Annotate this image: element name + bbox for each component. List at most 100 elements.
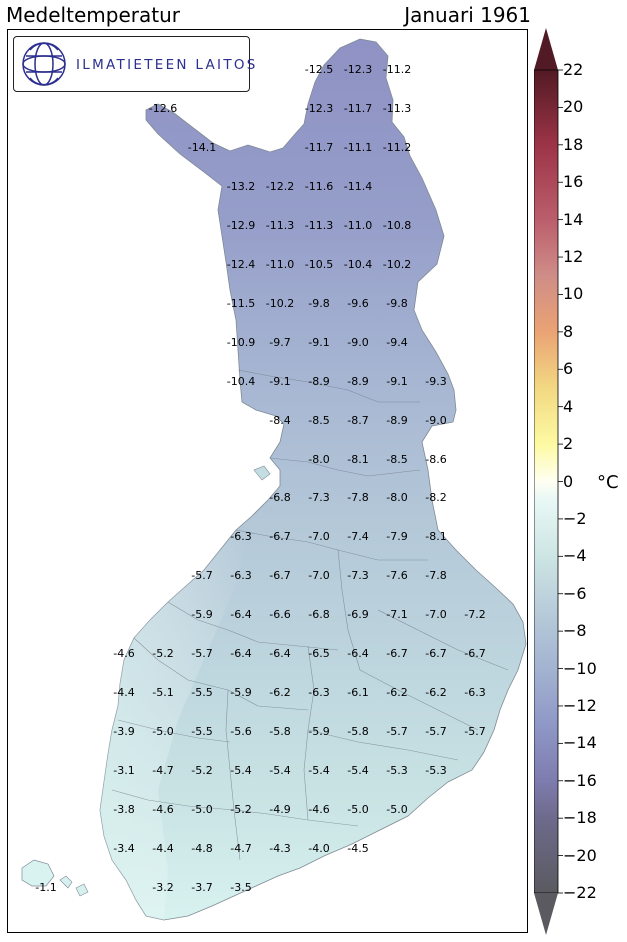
grid-value-label: -12.3 xyxy=(304,101,334,115)
grid-value-label: -5.7 xyxy=(191,569,213,583)
grid-value-label: -6.4 xyxy=(347,647,369,661)
grid-value-label: -5.9 xyxy=(230,686,252,700)
grid-value-label: -8.1 xyxy=(347,452,369,466)
grid-value-label: -8.9 xyxy=(347,374,369,388)
grid-value-label: -4.3 xyxy=(269,842,291,855)
grid-value-label: -3.9 xyxy=(113,725,135,739)
grid-value-label: -3.4 xyxy=(113,842,135,855)
grid-value-label: -5.2 xyxy=(191,764,213,778)
grid-value-label: -3.7 xyxy=(191,880,213,894)
grid-value-label: -9.1 xyxy=(308,335,330,349)
grid-value-label: -7.2 xyxy=(464,608,486,622)
grid-value-label: -5.4 xyxy=(269,764,291,778)
grid-value-label: -6.7 xyxy=(464,647,486,661)
grid-value-label: -6.4 xyxy=(230,608,252,622)
logo-box: ILMATIETEEN LAITOS xyxy=(13,36,255,92)
grid-value-label: -11.0 xyxy=(343,218,373,232)
grid-value-label: -6.4 xyxy=(269,647,291,661)
colorbar-scale xyxy=(534,69,559,894)
grid-value-label: -9.7 xyxy=(269,335,291,349)
grid-value-label: -6.5 xyxy=(308,647,330,661)
grid-value-label: -6.8 xyxy=(308,608,330,622)
grid-value-label: -4.6 xyxy=(152,803,174,817)
grid-value-label: -11.2 xyxy=(382,140,412,154)
grid-value-label: -8.9 xyxy=(308,374,330,388)
grid-value-label: -6.9 xyxy=(347,608,369,622)
grid-value-label: -11.3 xyxy=(382,101,412,115)
grid-value-label: -5.9 xyxy=(308,725,330,739)
grid-value-label: -12.5 xyxy=(304,63,334,76)
grid-value-label: -7.0 xyxy=(308,569,330,583)
colorbar-unit-label: °C xyxy=(597,472,619,493)
grid-value-label: -6.3 xyxy=(230,569,252,583)
grid-value-label: -4.5 xyxy=(347,842,369,855)
grid-value-label: -10.5 xyxy=(304,257,334,271)
grid-value-label: -8.7 xyxy=(347,413,369,427)
colorbar-tick-label: −6 xyxy=(563,583,587,603)
grid-value-label: -8.2 xyxy=(425,491,447,505)
region-borders xyxy=(111,369,509,861)
grid-value-label: -5.1 xyxy=(152,686,174,700)
grid-value-label: -11.7 xyxy=(343,101,373,115)
colorbar-tick-label: 16 xyxy=(563,172,584,192)
fmi-globe-logo-icon xyxy=(22,42,66,86)
colorbar-min-arrow xyxy=(534,893,558,935)
grid-value-label: -7.3 xyxy=(308,491,330,505)
colorbar-tick-label: 2 xyxy=(563,434,574,454)
grid-value-label: -9.4 xyxy=(386,335,408,349)
island-shape xyxy=(253,465,271,481)
grid-value-label: -5.7 xyxy=(191,647,213,661)
colorbar-tick-label: −16 xyxy=(563,770,597,790)
grid-value-label: -8.6 xyxy=(425,452,447,466)
grid-value-label: -9.0 xyxy=(425,413,447,427)
grid-value-label: -5.0 xyxy=(386,803,408,817)
grid-value-label: -9.6 xyxy=(347,296,369,310)
grid-value-label: -6.6 xyxy=(269,608,291,622)
grid-value-label: -1.1 xyxy=(35,880,57,894)
grid-value-label: -8.5 xyxy=(308,413,330,427)
grid-value-label: -8.0 xyxy=(308,452,330,466)
grid-value-label: -5.7 xyxy=(464,725,486,739)
grid-value-label: -12.2 xyxy=(265,179,295,193)
colorbar-tick-label: 22 xyxy=(563,60,584,79)
grid-value-label: -4.4 xyxy=(152,842,174,855)
grid-value-label: -4.7 xyxy=(152,764,174,778)
grid-value-label: -5.0 xyxy=(191,803,213,817)
grid-value-label: -7.0 xyxy=(308,530,330,544)
colorbar-tick-label: 8 xyxy=(563,321,574,341)
grid-value-label: -5.7 xyxy=(425,725,447,739)
grid-value-label: -5.3 xyxy=(386,764,408,778)
grid-value-label: -5.5 xyxy=(191,686,213,700)
colorbar-tick-label: −14 xyxy=(563,733,597,753)
colorbar-max-arrow xyxy=(534,28,558,70)
grid-value-label: -5.2 xyxy=(230,803,252,817)
grid-value-label: -6.3 xyxy=(308,686,330,700)
grid-value-label: -5.4 xyxy=(347,764,369,778)
grid-value-label: -14.1 xyxy=(187,140,217,154)
grid-value-label: -11.3 xyxy=(304,218,334,232)
temperature-map xyxy=(21,38,527,921)
colorbar-ticks xyxy=(558,69,563,894)
grid-value-label: -10.4 xyxy=(343,257,373,271)
grid-value-label: -5.4 xyxy=(230,764,252,778)
grid-value-label: -4.7 xyxy=(230,842,252,855)
grid-value-label: -3.8 xyxy=(113,803,135,817)
grid-value-label: -7.3 xyxy=(347,569,369,583)
grid-value-label: -9.1 xyxy=(386,374,408,388)
colorbar-tick-label: −8 xyxy=(563,621,587,641)
map-period-title: Januari 1961 xyxy=(404,3,531,27)
grid-value-label: -6.3 xyxy=(464,686,486,700)
grid-value-label: -6.2 xyxy=(425,686,447,700)
colorbar-tick-label: 18 xyxy=(563,134,584,154)
grid-value-label: -11.3 xyxy=(265,218,295,232)
grid-value-label: -9.1 xyxy=(269,374,291,388)
grid-value-label: -9.0 xyxy=(347,335,369,349)
grid-value-label: -5.3 xyxy=(425,764,447,778)
grid-value-label: -9.3 xyxy=(425,374,447,388)
grid-value-label: -10.9 xyxy=(226,335,256,349)
grid-value-label: -10.2 xyxy=(382,257,412,271)
logo-text: ILMATIETEEN LAITOS xyxy=(76,57,258,73)
grid-value-label: -4.4 xyxy=(113,686,135,700)
grid-value-label: -6.3 xyxy=(230,530,252,544)
grid-value-label: -6.1 xyxy=(347,686,369,700)
